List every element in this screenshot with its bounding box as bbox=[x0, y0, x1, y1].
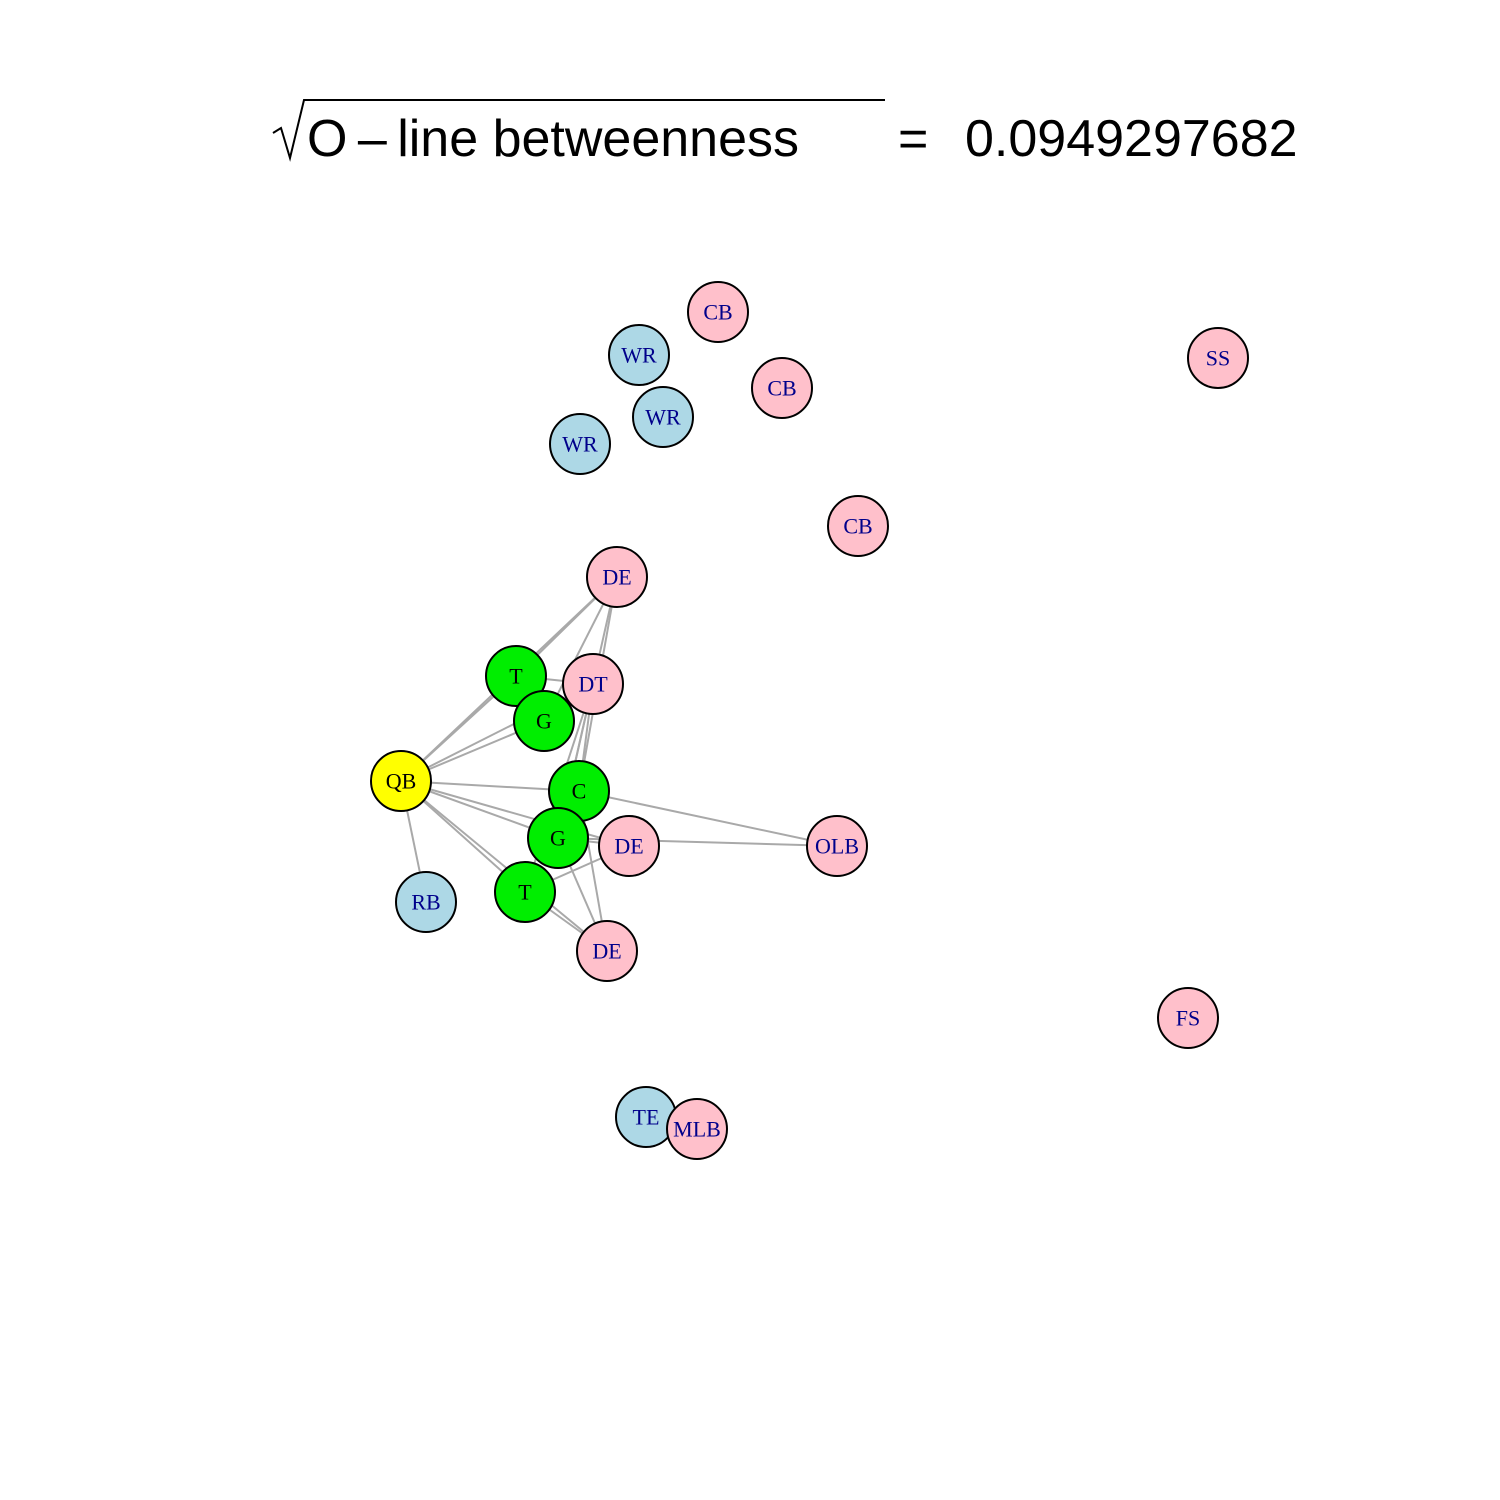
node-circle bbox=[562, 653, 624, 715]
node-circle bbox=[608, 324, 670, 386]
node-circle bbox=[632, 386, 694, 448]
node-label: G bbox=[550, 826, 566, 851]
node-circle bbox=[370, 750, 432, 812]
node-label: CB bbox=[703, 300, 732, 325]
node-label: MLB bbox=[673, 1117, 721, 1142]
node-ss: SS bbox=[1187, 327, 1249, 389]
node-label: DE bbox=[602, 565, 631, 590]
node-label: WR bbox=[645, 405, 681, 430]
node-circle bbox=[1187, 327, 1249, 389]
node-label: DE bbox=[592, 939, 621, 964]
node-circle bbox=[494, 861, 556, 923]
node-dt: DT bbox=[562, 653, 624, 715]
node-circle bbox=[751, 357, 813, 419]
node-olb: OLB bbox=[806, 815, 868, 877]
node-g1: G bbox=[513, 690, 575, 752]
node-label: RB bbox=[411, 890, 440, 915]
node-label: C bbox=[572, 779, 587, 804]
title-value: 0.0949297682 bbox=[965, 110, 1298, 168]
node-qb: QB bbox=[370, 750, 432, 812]
node-circle bbox=[485, 645, 547, 707]
node-label: T bbox=[509, 664, 523, 689]
node-fs: FS bbox=[1157, 987, 1219, 1049]
node-label: TE bbox=[633, 1105, 660, 1130]
node-circle bbox=[549, 413, 611, 475]
node-circle bbox=[827, 495, 889, 557]
node-label: T bbox=[518, 880, 532, 905]
node-t2: T bbox=[494, 861, 556, 923]
node-label: WR bbox=[621, 343, 657, 368]
node-label: FS bbox=[1176, 1006, 1200, 1031]
node-circle bbox=[586, 546, 648, 608]
node-wr2: WR bbox=[632, 386, 694, 448]
node-de2: DE bbox=[598, 815, 660, 877]
node-cb3: CB bbox=[827, 495, 889, 557]
node-circle bbox=[576, 920, 638, 982]
node-de1: DE bbox=[586, 546, 648, 608]
node-label: QB bbox=[386, 769, 417, 794]
node-label: G bbox=[536, 709, 552, 734]
node-label: CB bbox=[767, 376, 796, 401]
title: O – line betweenness = 0.0949297682 bbox=[272, 99, 1298, 168]
node-g2: G bbox=[527, 807, 589, 869]
node-circle bbox=[687, 281, 749, 343]
node-te: TE bbox=[615, 1086, 677, 1148]
node-circle bbox=[395, 871, 457, 933]
node-cb1: CB bbox=[687, 281, 749, 343]
node-label: OLB bbox=[815, 834, 859, 859]
node-label: CB bbox=[843, 514, 872, 539]
title-equals: = bbox=[898, 110, 928, 168]
node-wr1: WR bbox=[608, 324, 670, 386]
node-circle bbox=[527, 807, 589, 869]
edges bbox=[400, 576, 838, 952]
node-rb: RB bbox=[395, 871, 457, 933]
edge-c-olb bbox=[578, 790, 838, 847]
node-label: DT bbox=[578, 672, 608, 697]
node-cb2: CB bbox=[751, 357, 813, 419]
node-c: C bbox=[548, 760, 610, 822]
node-mlb: MLB bbox=[666, 1098, 728, 1160]
node-circle bbox=[806, 815, 868, 877]
title-metric: O – line betweenness bbox=[307, 110, 799, 168]
node-label: WR bbox=[562, 432, 598, 457]
node-circle bbox=[666, 1098, 728, 1160]
edge-qb-de3 bbox=[400, 780, 608, 952]
node-circle bbox=[1157, 987, 1219, 1049]
node-label: SS bbox=[1206, 346, 1230, 371]
node-circle bbox=[513, 690, 575, 752]
edge-qb-de2 bbox=[400, 780, 630, 847]
node-t1: T bbox=[485, 645, 547, 707]
node-de3: DE bbox=[576, 920, 638, 982]
node-wr3: WR bbox=[549, 413, 611, 475]
node-label: DE bbox=[614, 834, 643, 859]
sqrt-sign bbox=[272, 99, 885, 162]
node-circle bbox=[598, 815, 660, 877]
